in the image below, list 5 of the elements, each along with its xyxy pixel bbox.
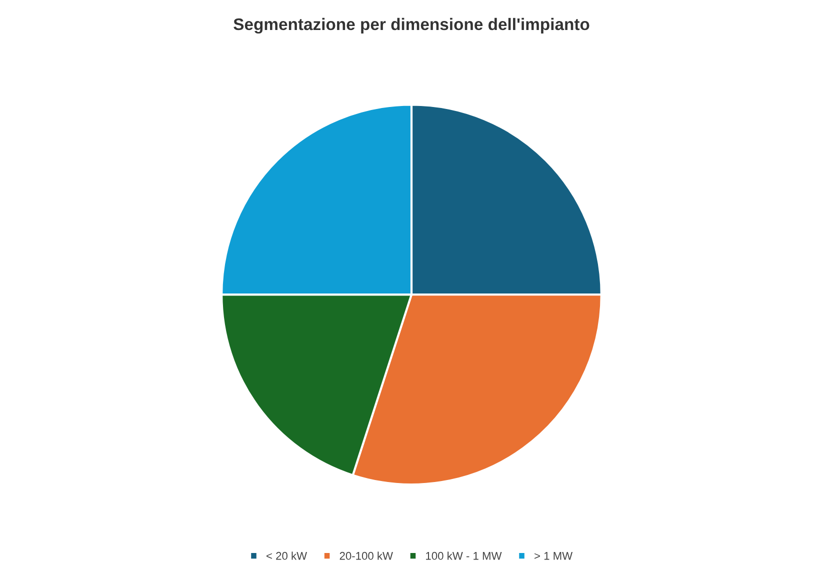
- legend-label: 100 kW - 1 MW: [426, 552, 502, 560]
- legend-label: 20-100 kW: [340, 552, 393, 560]
- legend-label: > 1 MW: [534, 552, 573, 560]
- chart-title: Segmentazione per dimensione dell'impianto: [234, 18, 590, 34]
- legend-label: < 20 kW: [266, 552, 308, 560]
